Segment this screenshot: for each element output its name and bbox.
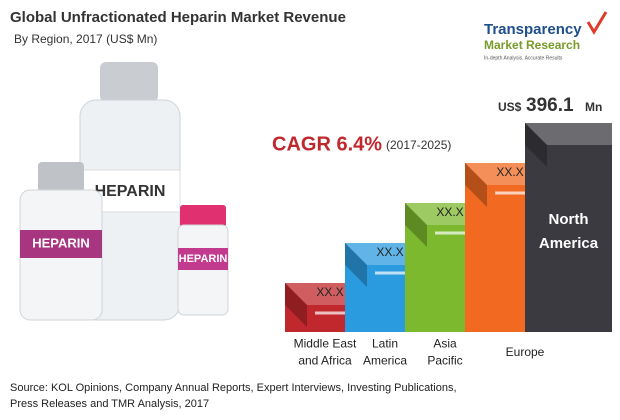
bottle-text: HEPARIN <box>179 253 228 265</box>
logo: Transparency Market Research In-depth An… <box>484 11 608 61</box>
highlight-unit: Mn <box>585 100 602 114</box>
bottle-cap <box>100 62 158 102</box>
bottle-label <box>20 230 102 258</box>
region-label: Europe <box>506 345 545 359</box>
region-label: Middle East <box>294 337 357 351</box>
bottle-text: HEPARIN <box>32 235 90 250</box>
step-shadow <box>345 243 367 287</box>
cagr-period: (2017-2025) <box>386 138 451 152</box>
bottle-text: HEPARIN <box>95 183 166 200</box>
value-label: XX.X <box>376 245 403 259</box>
logo-line2: Market Research <box>484 38 580 52</box>
logo-check <box>586 11 608 35</box>
value-label: XX.X <box>496 165 523 179</box>
region-label: Pacific <box>427 354 462 368</box>
logo-line1: Transparency <box>484 21 582 38</box>
step-face <box>525 123 612 332</box>
step-shadow <box>285 283 307 327</box>
bottle-label <box>178 248 228 270</box>
cagr: CAGR 6.4% <box>272 133 382 155</box>
highlight-prefix: US$ <box>498 100 522 114</box>
region-label: and Africa <box>298 354 352 368</box>
source-line: Press Releases and TMR Analysis, 2017 <box>10 398 209 410</box>
bottles: HEPARIN HEPARIN HEPARIN <box>19 62 229 321</box>
bottle-cap <box>38 162 84 192</box>
value-label: XX.X <box>316 285 343 299</box>
step-shadow <box>465 163 487 207</box>
highlight-value: 396.1 <box>526 95 574 116</box>
region-label: America <box>363 354 407 368</box>
bottle-cap <box>180 205 226 227</box>
subtitle: By Region, 2017 (US$ Mn) <box>14 32 157 46</box>
step-shadow <box>405 203 427 247</box>
source-line: Source: KOL Opinions, Company Annual Rep… <box>10 382 457 394</box>
region-label: America <box>539 235 599 252</box>
step: North America <box>525 123 612 332</box>
region-label: Asia <box>433 337 457 351</box>
title: Global Unfractionated Heparin Market Rev… <box>10 9 346 26</box>
logo-tagline: In-depth Analysis. Accurate Results <box>484 55 563 61</box>
step-top <box>525 123 612 145</box>
region-label: North <box>549 211 589 228</box>
value-label: XX.X <box>436 205 463 219</box>
region-label: Latin <box>372 337 398 351</box>
step-shadow <box>525 123 547 167</box>
